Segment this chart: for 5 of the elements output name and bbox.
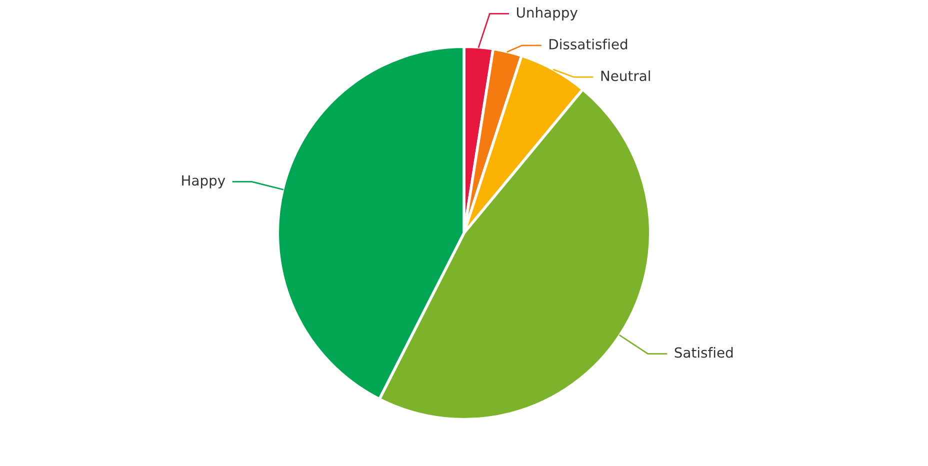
slice-label: Dissatisfied bbox=[550, 38, 628, 50]
slice-label: Unhappy bbox=[517, 7, 578, 20]
slice-label: Neutral bbox=[601, 70, 650, 82]
slice-label: Happy bbox=[182, 175, 226, 188]
slice-label: Satisfied bbox=[674, 347, 733, 358]
